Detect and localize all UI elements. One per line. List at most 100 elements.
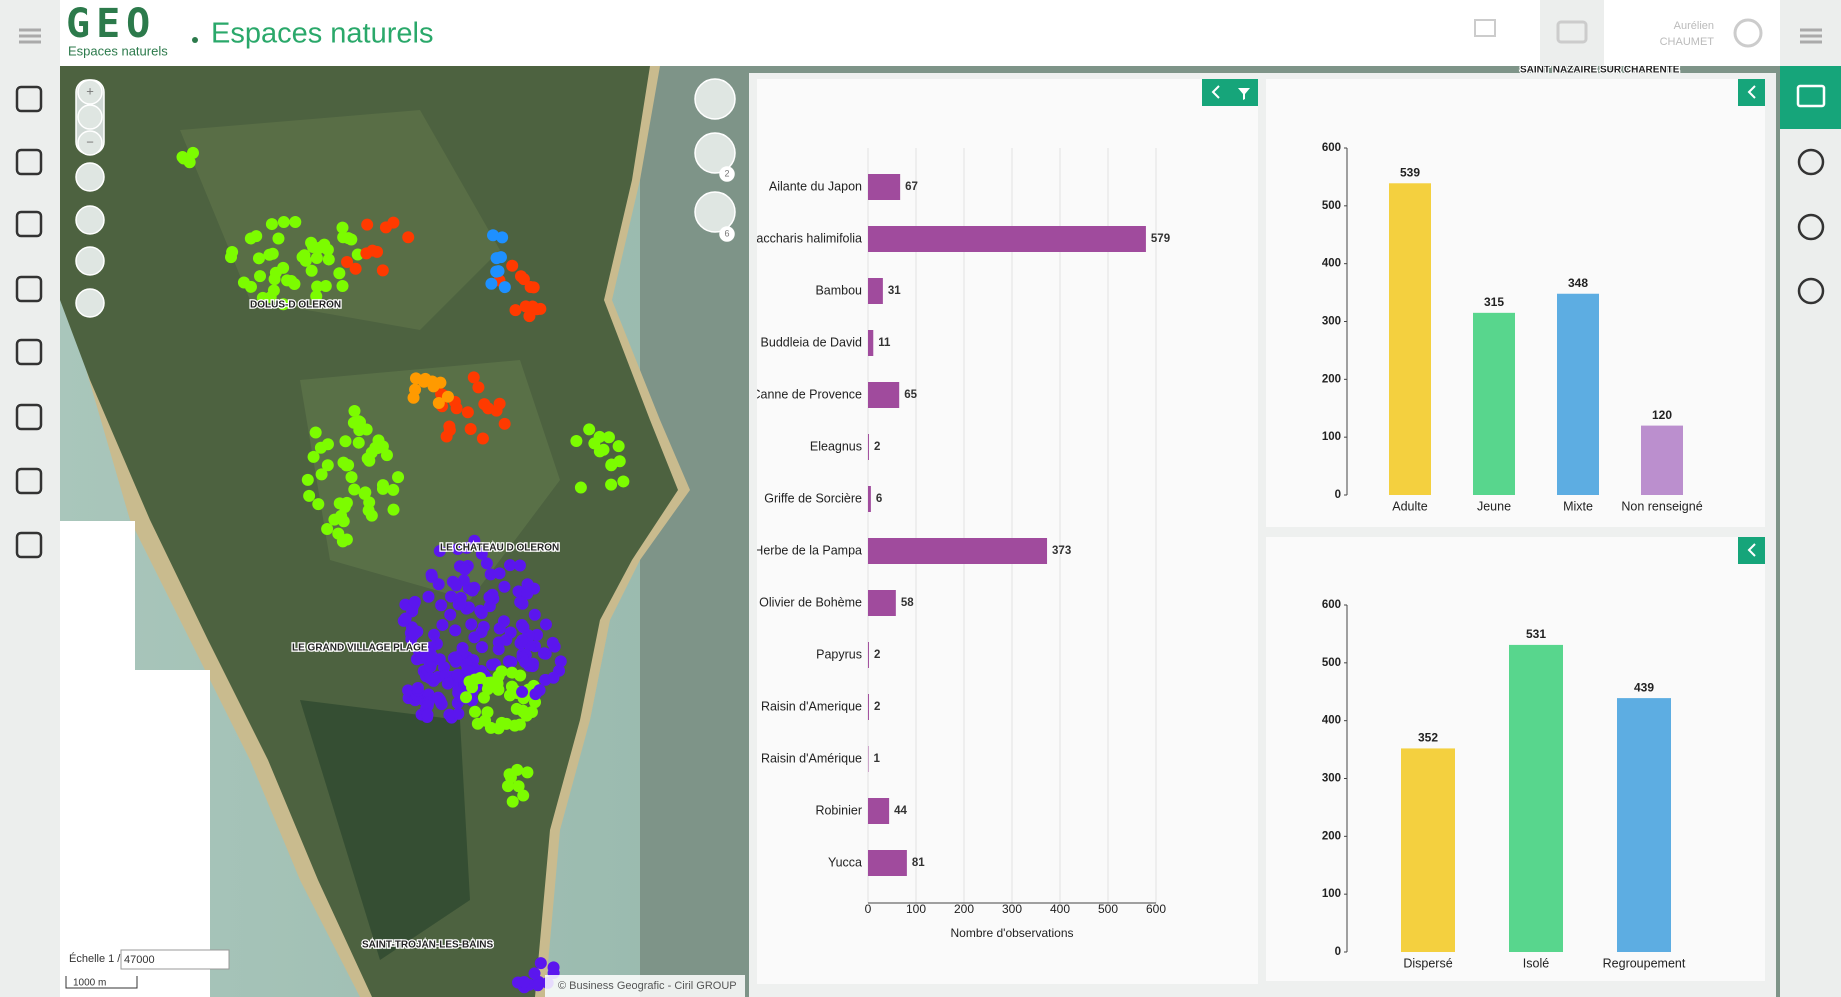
observation-dot	[475, 607, 488, 620]
observation-dot	[493, 567, 506, 580]
sidebar-button[interactable]	[15, 403, 43, 431]
observation-dot	[476, 641, 489, 654]
observation-dot	[310, 290, 323, 303]
bar	[1557, 293, 1599, 495]
observation-dot	[387, 503, 400, 516]
bar	[1401, 748, 1455, 952]
sidebar-button[interactable]	[1797, 277, 1825, 305]
y-tick-label: 400	[1322, 258, 1341, 270]
observation-dot	[309, 426, 322, 439]
dashboard-tab[interactable]	[1780, 66, 1841, 129]
scale-input[interactable]	[120, 949, 230, 970]
bar	[868, 798, 890, 824]
sidebar-button[interactable]	[15, 275, 43, 303]
observation-dot	[340, 459, 353, 472]
observation-dot	[529, 688, 542, 701]
value-label: 315	[1484, 295, 1504, 309]
observation-dot	[461, 664, 474, 677]
observation-dot	[500, 717, 513, 730]
observation-dot	[265, 218, 278, 231]
map-controls	[75, 78, 736, 318]
home-button[interactable]	[75, 162, 105, 192]
sidebar-button[interactable]	[15, 338, 43, 366]
observation-dot	[593, 445, 606, 458]
history[interactable]	[77, 104, 103, 130]
sidebar-button[interactable]	[15, 85, 43, 113]
observation-dot	[517, 273, 530, 286]
observation-dot	[254, 270, 267, 283]
observation-dot	[321, 522, 334, 535]
value-label: 65	[904, 389, 917, 401]
search-button[interactable]	[75, 288, 105, 318]
sidebar-button[interactable]	[15, 210, 43, 238]
observation-dot	[574, 481, 587, 494]
measure-button[interactable]	[694, 78, 736, 120]
observation-dot	[450, 402, 463, 415]
y-tick-label: 200	[1322, 830, 1341, 842]
bar	[868, 642, 869, 668]
dashboard-icon	[1796, 84, 1826, 108]
print-button[interactable]	[1540, 0, 1604, 66]
x-tick-label: 100	[906, 902, 926, 916]
sidebar-icons	[15, 85, 1825, 559]
menu-right[interactable]	[1780, 0, 1841, 66]
observation-dot	[534, 957, 547, 970]
share-button[interactable]	[75, 246, 105, 276]
observation-dot	[336, 280, 349, 293]
observation-dot	[301, 473, 314, 486]
observation-dot	[484, 568, 497, 581]
y-tick-label: 500	[1322, 657, 1341, 669]
select-button[interactable]	[694, 191, 736, 233]
observation-dot	[421, 699, 434, 712]
observation-dot	[425, 568, 438, 581]
observation-dot	[468, 581, 481, 594]
category-labels: Ailante du Japon Baccharis halimifolia Bam…	[757, 179, 862, 869]
app-title: Espaces naturels	[211, 18, 433, 50]
observation-dot	[443, 708, 456, 721]
value-label: 1	[873, 753, 880, 765]
x-tick-label: Dispersé	[1403, 956, 1452, 970]
sidebar-button[interactable]	[15, 148, 43, 176]
sidebar-button[interactable]	[15, 467, 43, 495]
sidebar-button[interactable]	[1797, 148, 1825, 176]
bar	[868, 486, 871, 512]
observation-dot	[288, 278, 301, 291]
observation-dot	[554, 655, 567, 668]
collapse-button[interactable]	[1738, 79, 1765, 106]
observation-dot	[539, 618, 552, 631]
blank-tile	[60, 521, 135, 671]
observation-dot	[267, 284, 280, 297]
badge	[719, 166, 735, 182]
observation-dot	[602, 431, 615, 444]
collapse-button[interactable]	[1738, 537, 1765, 564]
sidebar-button[interactable]	[15, 531, 43, 559]
info-button[interactable]	[694, 132, 736, 174]
logout-button[interactable]	[1733, 18, 1763, 48]
zoom-in[interactable]	[77, 79, 103, 105]
observation-dot	[482, 402, 495, 415]
y-tick-label: 600	[1322, 142, 1341, 154]
hamburger	[1800, 28, 1822, 44]
observation-dot	[612, 440, 625, 453]
observation-dot	[436, 618, 449, 631]
locate-button[interactable]	[75, 205, 105, 235]
x-axis-title: Nombre d'observations	[950, 926, 1073, 940]
chevron	[1211, 85, 1220, 99]
zoom-out[interactable]	[77, 130, 103, 156]
logo-dot	[192, 37, 198, 43]
observation-dot	[521, 578, 534, 591]
scale-bar-label: 1000 m	[73, 978, 106, 989]
collapse-button[interactable]	[1202, 79, 1230, 106]
export-button[interactable]	[1450, 0, 1520, 66]
observation-dot	[461, 406, 474, 419]
sidebar-button[interactable]	[1797, 213, 1825, 241]
observation-dot	[277, 298, 290, 311]
observation-dot	[340, 533, 353, 546]
x-tick-label: Non renseigné	[1621, 499, 1702, 513]
user-last: CHAUMET	[1660, 36, 1715, 48]
observation-dot	[518, 975, 531, 988]
menu-left[interactable]	[0, 0, 60, 66]
value-label: 439	[1634, 680, 1654, 694]
observation-dot	[422, 590, 435, 603]
